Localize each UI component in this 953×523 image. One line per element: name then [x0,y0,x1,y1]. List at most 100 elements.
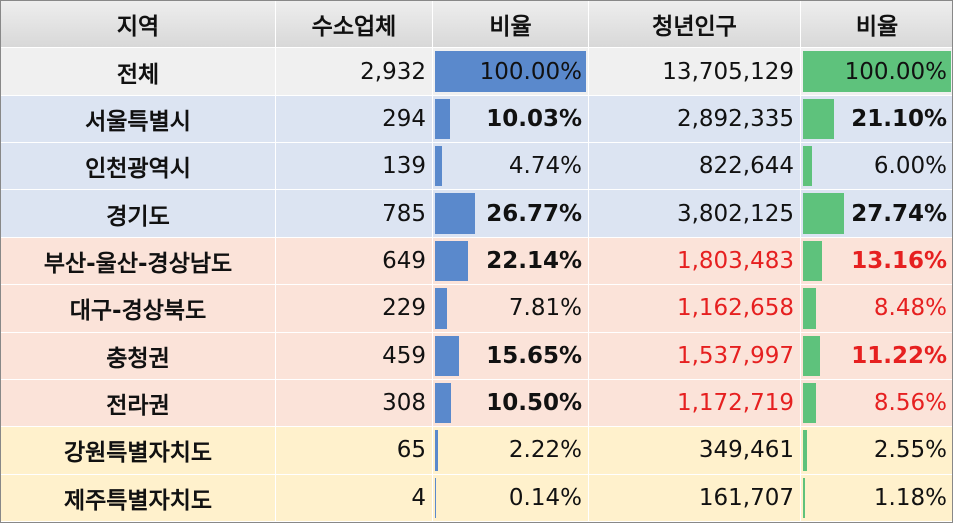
cell-text: 13.16% [851,247,947,274]
cell-text: 2.22% [508,437,582,464]
data-bar [803,477,805,518]
value-cell: 0.14% [433,474,589,522]
cell-text: 459 [382,342,426,369]
data-bar [803,288,816,329]
value-cell: 1,803,483 [589,237,801,286]
cell-text: 1,172,719 [676,390,794,417]
value-cell: 100.00% [801,48,952,96]
cell-text: 100.00% [479,58,582,85]
value-cell: 308 [276,379,433,428]
cell-text: 6.00% [873,153,947,180]
value-cell: 13.16% [801,237,952,286]
cell-text: 27.74% [851,200,947,227]
data-bar [435,98,451,140]
cell-text: 1,537,997 [676,342,794,369]
value-cell: 161,707 [589,474,801,522]
value-cell: 1.18% [801,474,952,522]
value-cell: 27.74% [801,190,952,238]
value-cell: 13,705,129 [589,48,801,96]
cell-text: 8.48% [873,295,947,322]
cell-text: 13,705,129 [662,58,794,85]
cell-text: 서울특별시 [85,108,191,135]
value-cell: 649 [276,237,433,286]
cell-text: 부산-울산-경상남도 [43,250,233,277]
region-cell: 부산-울산-경상남도 [1,237,276,286]
cell-text: 294 [382,105,426,132]
cell-text: 161,707 [698,484,794,511]
data-bar [435,382,451,424]
value-cell: 1,172,719 [589,379,801,428]
cell-text: 10.50% [486,390,582,417]
value-cell: 26.77% [433,190,589,238]
header-cell: 수소업체 [276,1,433,49]
cell-text: 7.81% [508,295,582,322]
cell-text: 785 [382,200,426,227]
cell-text: 1,162,658 [676,295,794,322]
data-bar [435,335,459,376]
header-cell: 지역 [1,1,276,49]
value-cell: 294 [276,95,433,144]
cell-text: 22.14% [486,247,582,274]
value-cell: 459 [276,332,433,380]
data-bar [803,51,951,92]
value-cell: 4 [276,474,433,522]
cell-text: 100.00% [844,58,947,85]
cell-text: 4.74% [508,153,582,180]
value-cell: 349,461 [589,427,801,475]
value-cell: 822,644 [589,143,801,191]
cell-text: 26.77% [486,200,582,227]
cell-text: 10.03% [486,105,582,132]
header-cell: 비율 [433,1,589,49]
region-cell: 대구-경상북도 [1,285,276,333]
header-cell: 비율 [801,1,952,49]
data-bar [803,146,812,187]
cell-text: 비율 [489,14,532,41]
value-cell: 6.00% [801,143,952,191]
cell-text: 2,892,335 [676,105,794,132]
data-bar [803,193,845,234]
value-cell: 139 [276,143,433,191]
value-cell: 10.03% [433,95,589,144]
data-bar [803,98,835,140]
value-cell: 100.00% [433,48,589,96]
cell-text: 15.65% [486,342,582,369]
value-cell: 21.10% [801,95,952,144]
data-bar [435,430,439,471]
cell-text: 0.14% [508,484,582,511]
cell-text: 139 [382,153,426,180]
value-cell: 785 [276,190,433,238]
region-cell: 충청권 [1,332,276,380]
region-cell: 경기도 [1,190,276,238]
cell-text: 충청권 [106,345,170,372]
region-cell: 전라권 [1,379,276,428]
data-bar [803,382,816,424]
value-cell: 15.65% [433,332,589,380]
data-bar [435,288,447,329]
cell-text: 전체 [116,61,160,88]
data-bar [803,335,820,376]
cell-text: 경기도 [106,203,170,230]
data-bar [435,193,476,234]
cell-text: 전라권 [106,393,170,420]
cell-text: 2,932 [360,58,426,85]
cell-text: 4 [411,484,426,511]
cell-text: 649 [382,247,426,274]
cell-text: 65 [396,437,426,464]
value-cell: 10.50% [433,379,589,428]
cell-text: 21.10% [851,105,947,132]
cell-text: 349,461 [698,437,794,464]
cell-text: 11.22% [851,342,947,369]
region-cell: 강원특별자치도 [1,427,276,475]
cell-text: 청년인구 [652,14,737,41]
cell-text: 대구-경상북도 [69,298,207,325]
cell-text: 308 [382,390,426,417]
value-cell: 2,892,335 [589,95,801,144]
data-bar [435,146,443,187]
data-bar [435,51,586,92]
value-cell: 1,162,658 [589,285,801,333]
cell-text: 822,644 [698,153,794,180]
data-bar [435,240,469,282]
region-cell: 전체 [1,48,276,96]
value-cell: 8.48% [801,285,952,333]
